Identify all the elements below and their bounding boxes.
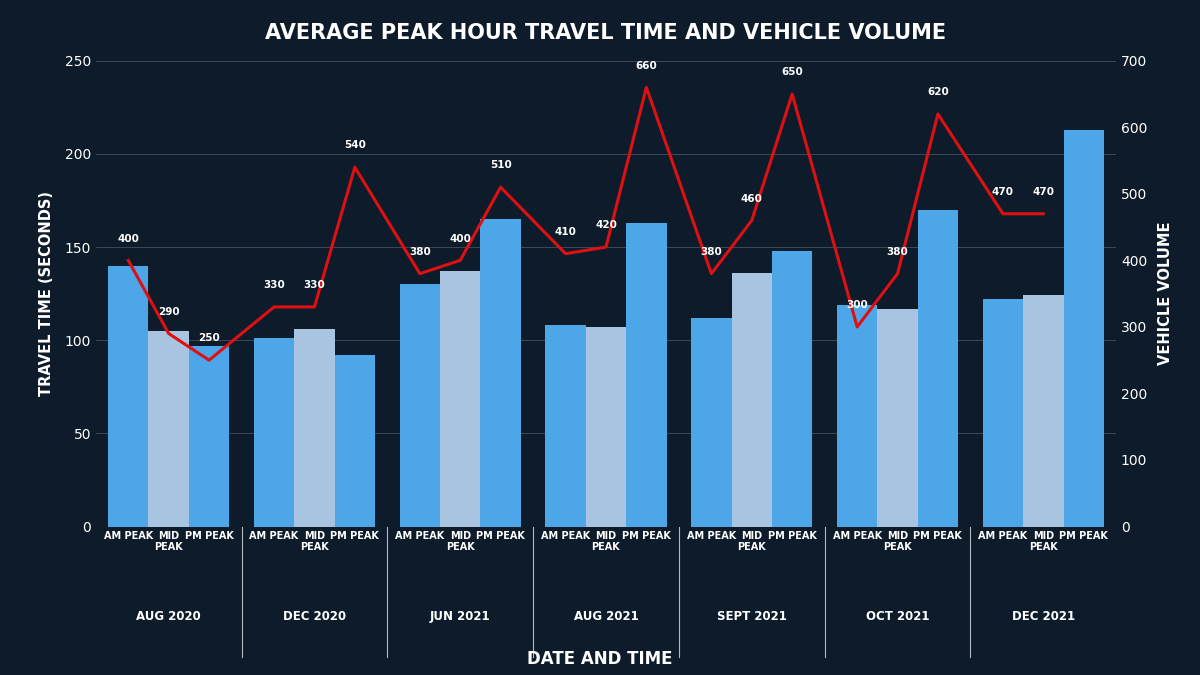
Bar [691,318,732,526]
Text: 420: 420 [595,220,617,230]
Text: DATE AND TIME: DATE AND TIME [527,650,673,668]
Bar [626,223,666,526]
Bar [294,329,335,526]
Text: AUG 2020: AUG 2020 [137,610,202,623]
Bar [732,273,772,526]
Text: 540: 540 [344,140,366,151]
Bar [335,355,376,526]
Title: AVERAGE PEAK HOUR TRAVEL TIME AND VEHICLE VOLUME: AVERAGE PEAK HOUR TRAVEL TIME AND VEHICL… [265,22,947,43]
Bar [400,284,440,526]
Text: 470: 470 [1032,187,1055,197]
Text: 650: 650 [781,68,803,77]
Text: 330: 330 [304,280,325,290]
Text: 300: 300 [846,300,868,310]
Text: DEC 2021: DEC 2021 [1012,610,1075,623]
Text: 410: 410 [554,227,576,237]
Text: OCT 2021: OCT 2021 [865,610,929,623]
Bar [1063,130,1104,526]
Bar [254,338,294,526]
Text: 380: 380 [701,247,722,257]
Text: 660: 660 [636,61,658,71]
Text: 620: 620 [928,87,949,97]
Text: JUN 2021: JUN 2021 [430,610,491,623]
Bar [149,331,188,526]
Bar [440,271,480,526]
Text: 400: 400 [449,234,472,244]
Bar [836,305,877,526]
Bar [108,266,149,526]
Text: 380: 380 [409,247,431,257]
Text: 290: 290 [158,306,180,317]
Text: 330: 330 [263,280,284,290]
Bar [586,327,626,526]
Y-axis label: TRAVEL TIME (SECONDS): TRAVEL TIME (SECONDS) [38,191,54,396]
Text: AUG 2021: AUG 2021 [574,610,638,623]
Bar [480,219,521,526]
Text: SEPT 2021: SEPT 2021 [716,610,787,623]
Text: 510: 510 [490,161,511,170]
Text: 470: 470 [992,187,1014,197]
Bar [1024,296,1063,526]
Text: 400: 400 [118,234,139,244]
Text: 250: 250 [198,333,220,344]
Text: 460: 460 [740,194,763,204]
Bar [983,299,1024,526]
Text: DEC 2020: DEC 2020 [283,610,346,623]
Y-axis label: VEHICLE VOLUME: VEHICLE VOLUME [1158,222,1174,365]
Text: 380: 380 [887,247,908,257]
Bar [918,210,958,526]
Bar [188,346,229,526]
Bar [877,308,918,526]
Bar [772,251,812,526]
Bar [546,325,586,526]
